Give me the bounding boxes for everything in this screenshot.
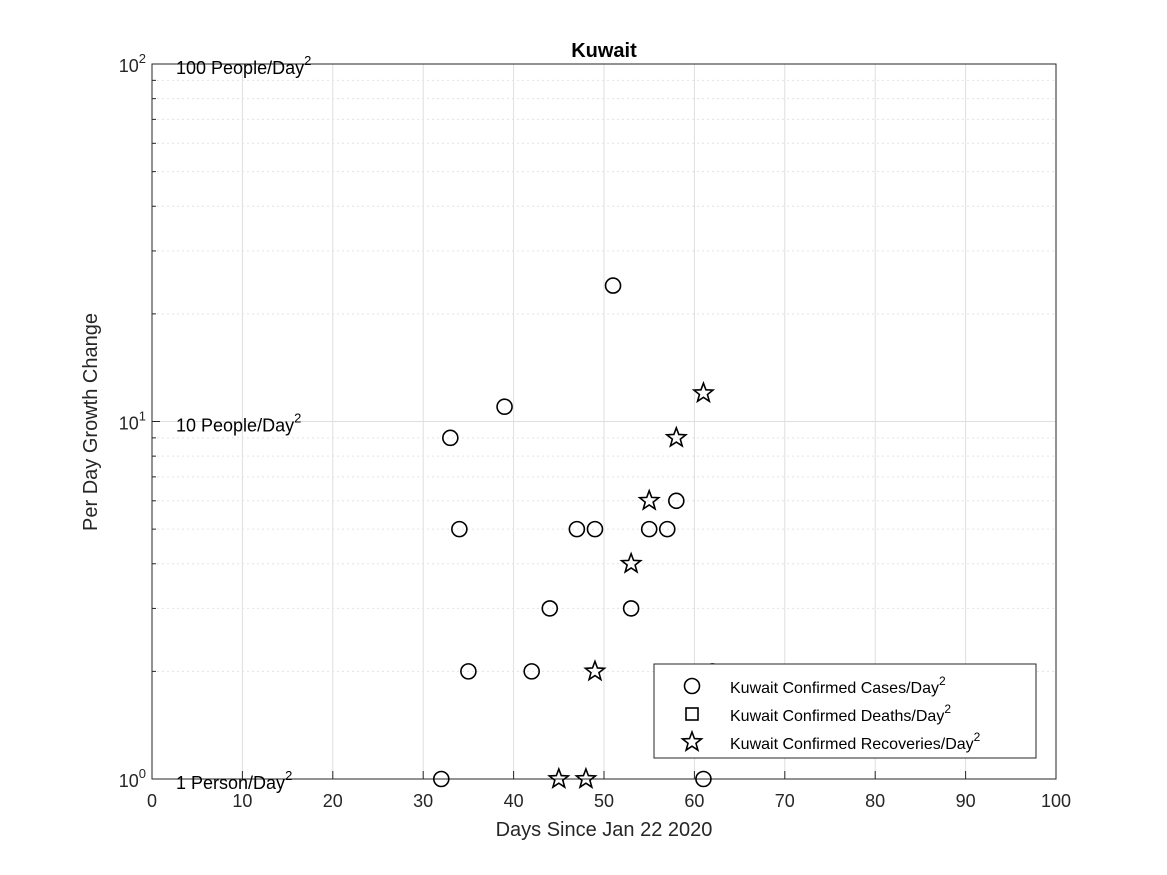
x-tick-label: 60 — [684, 791, 704, 811]
data-point-star — [691, 380, 716, 404]
x-tick-label: 80 — [865, 791, 885, 811]
data-point-circle — [586, 520, 604, 538]
x-tick-label: 100 — [1041, 791, 1071, 811]
y-tick-label: 102 — [119, 51, 146, 76]
data-point-star — [619, 551, 643, 574]
data-point-circle — [432, 770, 450, 788]
x-axis-label: Days Since Jan 22 2020 — [496, 819, 713, 841]
data-point-circle — [460, 663, 477, 680]
legend-marker-square — [685, 707, 699, 721]
x-tick-label: 50 — [594, 791, 614, 811]
x-tick-label: 90 — [956, 791, 976, 811]
y-axis-label: Per Day Growth Change — [80, 313, 102, 531]
legend-entry: Kuwait Confirmed Cases/Day2 — [730, 674, 946, 697]
data-point-star — [637, 488, 661, 511]
annotations: 100 People/Day2 10 People/Day2 1 Person/Da… — [176, 53, 311, 793]
legend-marker-star — [680, 729, 704, 752]
data-point-circle — [541, 600, 559, 617]
x-tick-label: 20 — [323, 791, 343, 811]
data-point-circle — [523, 663, 540, 680]
data-point-circle — [496, 398, 513, 416]
reference-annotation: 100 People/Day2 — [176, 53, 311, 78]
y-tick-label: 100 — [119, 766, 146, 791]
data-point-circle — [658, 520, 676, 538]
reference-annotation: 1 Person/Day2 — [176, 768, 292, 793]
chart-title: Kuwait — [571, 40, 637, 62]
grid — [152, 64, 1056, 779]
legend-entry: Kuwait Confirmed Recoveries/Day2 — [730, 730, 981, 753]
x-tick-label: 40 — [504, 791, 524, 811]
x-tick-label: 0 — [147, 791, 157, 811]
x-tick-labels: 0 10 20 30 40 50 60 70 80 90 100 — [147, 791, 1071, 811]
legend-entry: Kuwait Confirmed Deaths/Day2 — [730, 702, 951, 725]
data-point-circle — [568, 520, 586, 538]
y-tick-label: 101 — [119, 409, 146, 434]
series-star — [547, 380, 716, 789]
data-point-circle — [668, 492, 685, 510]
legend-box — [653, 663, 1037, 759]
data-point-circle — [451, 520, 468, 538]
x-tick-label: 30 — [413, 791, 433, 811]
data-point-circle — [640, 520, 658, 538]
x-tick-label: 10 — [232, 791, 252, 811]
x-tick-label: 70 — [775, 791, 795, 811]
data-point-circle — [604, 277, 622, 294]
data-point-circle — [695, 770, 712, 788]
legend: Kuwait Confirmed Cases/Day2 Kuwait Confir… — [653, 663, 1037, 759]
data-point-star — [583, 659, 607, 682]
y-tick-labels: 100 101 102 — [119, 51, 146, 791]
data-point-circle — [442, 429, 459, 447]
data-point-circle — [622, 600, 640, 617]
data-point-star — [547, 766, 571, 789]
reference-annotation: 10 People/Day2 — [176, 411, 301, 436]
legend-marker-circle — [683, 677, 701, 695]
data-point-star — [664, 425, 689, 448]
axes — [151, 63, 1057, 780]
data-point-star — [574, 766, 598, 789]
